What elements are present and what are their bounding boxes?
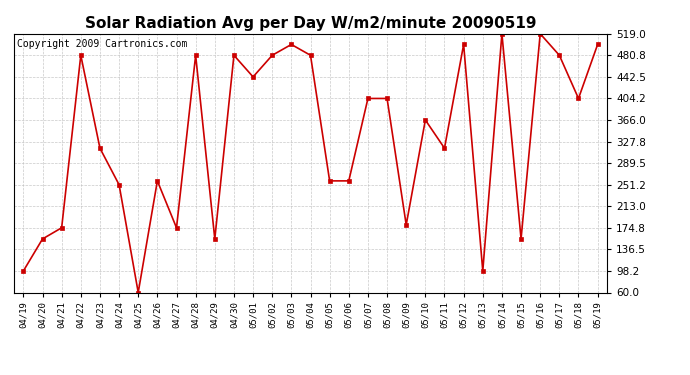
Title: Solar Radiation Avg per Day W/m2/minute 20090519: Solar Radiation Avg per Day W/m2/minute … xyxy=(85,16,536,31)
Text: Copyright 2009 Cartronics.com: Copyright 2009 Cartronics.com xyxy=(17,39,187,49)
